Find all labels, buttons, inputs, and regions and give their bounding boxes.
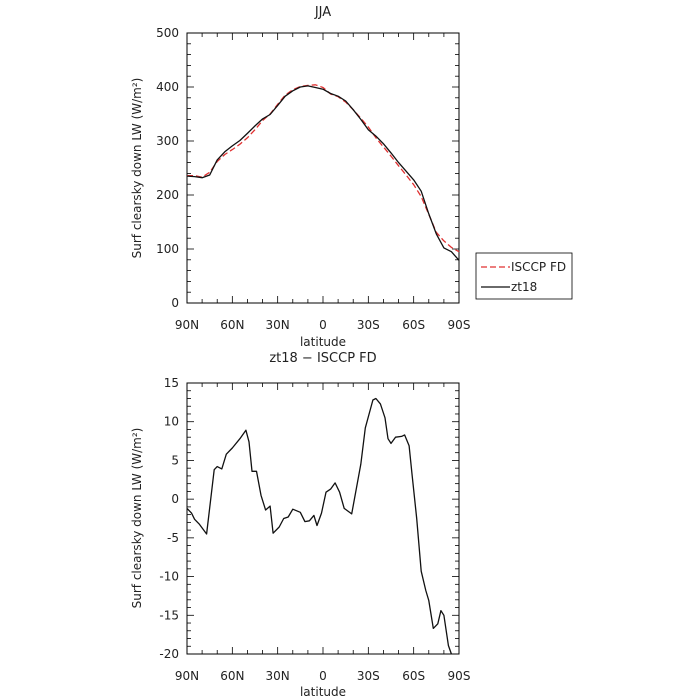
y-axis-label-top: Surf clearsky down LW (W/m²) [130, 78, 144, 259]
y-tick-label: 0 [171, 296, 179, 310]
y-tick-label: 10 [164, 415, 179, 429]
x-tick-label: 90N [175, 669, 199, 683]
x-tick-label: 0 [319, 669, 327, 683]
y-tick-label: -20 [159, 647, 179, 661]
chart-panel-bottom: zt18 − ISCCP FD 90N 60N 30N 0 30S 60S 90S -20-… [130, 351, 470, 699]
legend-box [475, 252, 573, 300]
chart-panel-top: JJA 90N 60N 30N 0 30S 60S 90S 0 100 200 300 400 500… [130, 5, 573, 349]
series-group-bottom [186, 397, 453, 655]
series-line-top-isccp-fd [187, 84, 460, 253]
x-tick-label: 60N [220, 669, 244, 683]
plot-frame-top [186, 32, 460, 304]
chart-title-top: JJA [314, 5, 331, 20]
x-tick-label: 30S [357, 318, 380, 332]
x-tick-label: 30N [266, 318, 290, 332]
y-tick-label: -10 [159, 570, 179, 584]
y-axis-label-bottom: Surf clearsky down LW (W/m²) [130, 428, 144, 609]
x-axis-top: 90N 60N 30N 0 30S 60S 90S [175, 33, 471, 332]
legend-label-zt18: zt18 [511, 280, 537, 294]
series-line-bottom-difference [186, 397, 453, 655]
x-tick-label: 30N [266, 669, 290, 683]
x-tick-label: 0 [319, 318, 327, 332]
y-tick-label: 300 [156, 134, 179, 148]
x-tick-label: 30S [357, 669, 380, 683]
legend: ISCCP FD zt18 [475, 252, 573, 300]
x-tick-label: 90N [175, 318, 199, 332]
legend-label-isccp: ISCCP FD [511, 260, 566, 274]
y-tick-label: 0 [171, 492, 179, 506]
y-tick-label: 500 [156, 26, 179, 40]
y-tick-label: -5 [167, 531, 179, 545]
x-axis-label-top: latitude [300, 335, 346, 349]
y-tick-label: -15 [159, 608, 179, 622]
y-tick-label: 15 [164, 376, 179, 390]
plot-frame-bottom [186, 382, 460, 655]
chart-title-bottom: zt18 − ISCCP FD [269, 351, 376, 366]
x-tick-label: 60N [220, 318, 244, 332]
x-axis-bottom: 90N 60N 30N 0 30S 60S 90S [175, 383, 471, 683]
x-tick-label: 90S [448, 318, 471, 332]
series-line-top-zt18 [186, 85, 460, 261]
y-tick-label: 400 [156, 80, 179, 94]
y-tick-label: 100 [156, 242, 179, 256]
series-group-top [186, 84, 460, 261]
y-tick-label: 5 [171, 453, 179, 467]
y-axis-top: 0 100 200 300 400 500 [156, 26, 459, 310]
x-tick-label: 90S [448, 669, 471, 683]
x-tick-label: 60S [402, 669, 425, 683]
y-tick-label: 200 [156, 188, 179, 202]
x-axis-label-bottom: latitude [300, 685, 346, 699]
y-axis-bottom: -20 -15 -10 -5 0 5 10 15 [159, 376, 459, 661]
x-tick-label: 60S [402, 318, 425, 332]
